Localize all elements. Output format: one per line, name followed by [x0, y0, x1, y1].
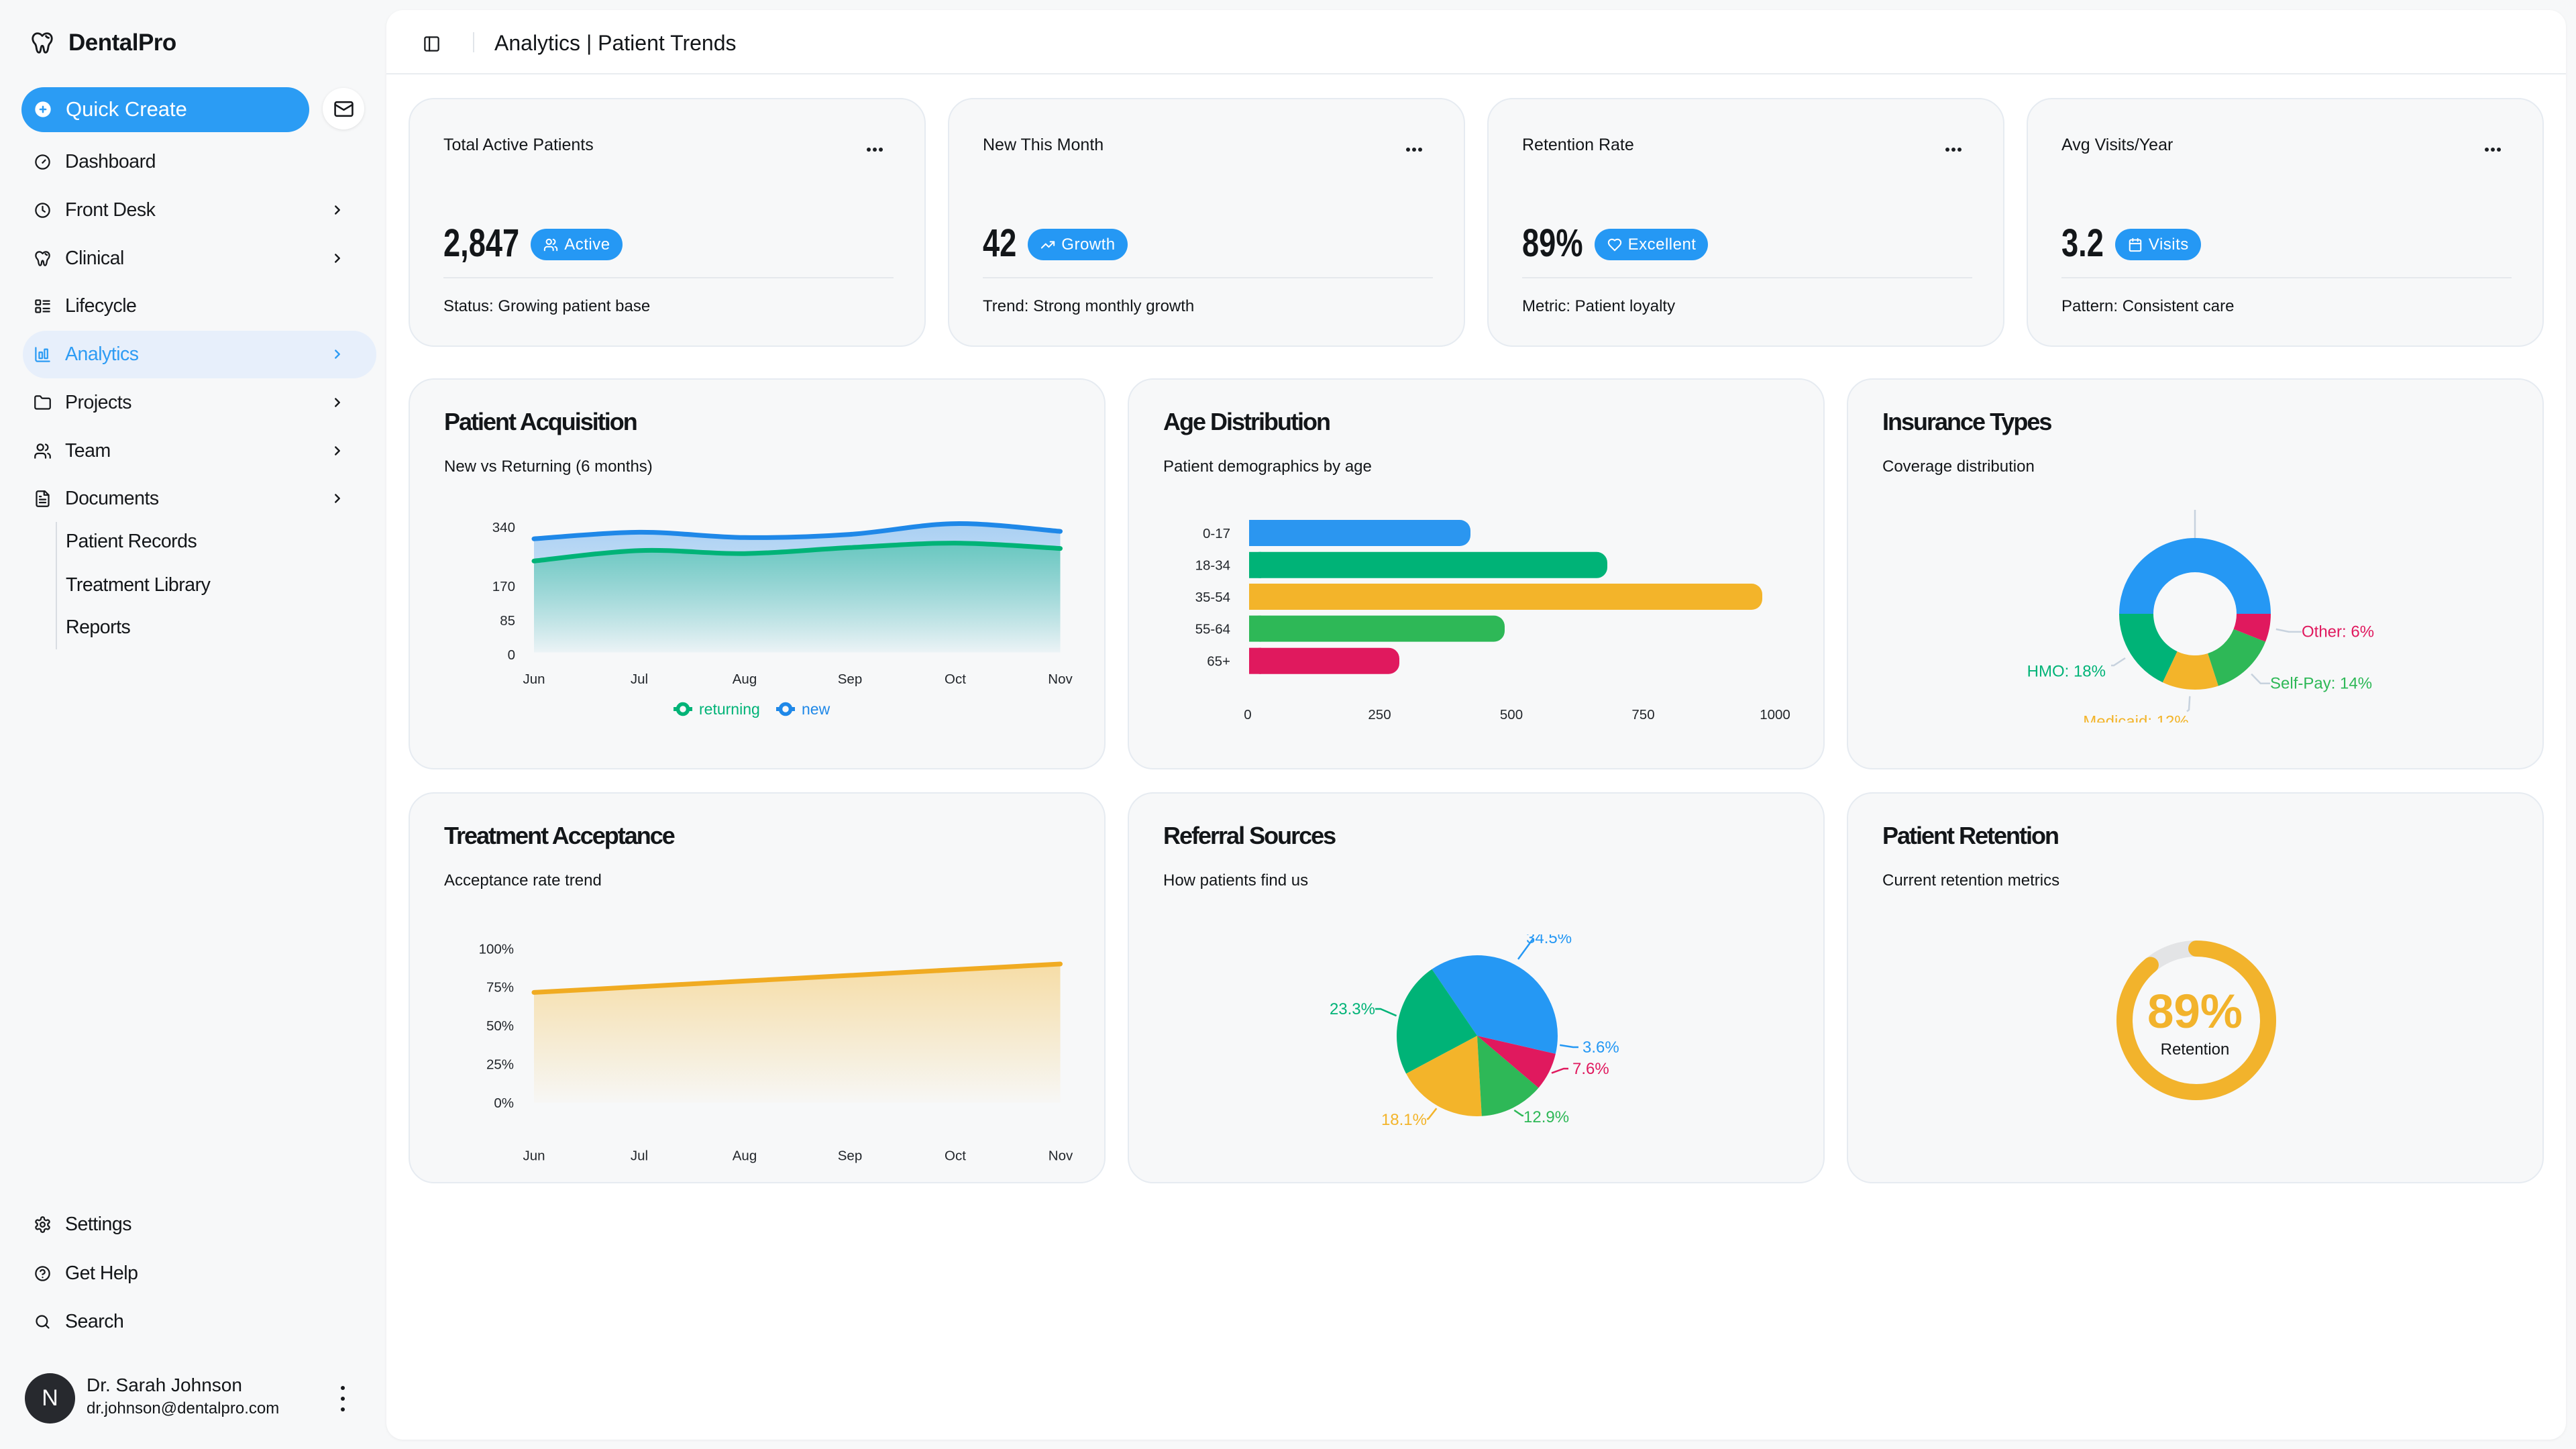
svg-text:Retention: Retention [2161, 1040, 2230, 1059]
svg-text:0: 0 [508, 647, 515, 663]
svg-text:18.1%: 18.1% [1381, 1111, 1427, 1129]
svg-text:75%: 75% [486, 980, 514, 996]
svg-text:170: 170 [492, 579, 515, 594]
svg-text:returning: returning [699, 700, 760, 718]
svg-text:500: 500 [1500, 706, 1523, 722]
svg-text:100%: 100% [479, 941, 514, 957]
svg-text:55-64: 55-64 [1195, 621, 1230, 637]
svg-text:Jun: Jun [523, 672, 545, 687]
svg-text:new: new [802, 700, 830, 718]
svg-text:340: 340 [492, 520, 515, 535]
svg-text:12.9%: 12.9% [1523, 1108, 1569, 1126]
svg-text:3.6%: 3.6% [1582, 1038, 1619, 1057]
svg-text:Aug: Aug [733, 1148, 757, 1163]
svg-text:34.5%: 34.5% [1526, 934, 1572, 947]
svg-text:7.6%: 7.6% [1572, 1060, 1609, 1078]
svg-text:Other: 6%: Other: 6% [2302, 623, 2374, 641]
svg-text:25%: 25% [486, 1057, 514, 1073]
svg-text:Nov: Nov [1048, 672, 1073, 687]
svg-text:0%: 0% [494, 1095, 514, 1111]
svg-text:Oct: Oct [945, 672, 966, 687]
svg-text:65+: 65+ [1207, 653, 1230, 669]
svg-text:Self-Pay: 14%: Self-Pay: 14% [2270, 675, 2372, 693]
svg-text:35-54: 35-54 [1195, 589, 1230, 604]
svg-text:89%: 89% [2147, 985, 2243, 1038]
svg-text:Aug: Aug [733, 672, 757, 687]
svg-text:Jul: Jul [631, 672, 648, 687]
svg-text:85: 85 [500, 613, 515, 629]
svg-text:0: 0 [1244, 706, 1251, 722]
svg-text:23.3%: 23.3% [1330, 1000, 1375, 1018]
svg-text:Medicaid: 12%: Medicaid: 12% [2083, 713, 2188, 723]
svg-text:250: 250 [1368, 706, 1391, 722]
svg-text:Sep: Sep [838, 1148, 862, 1163]
svg-text:Jul: Jul [631, 1148, 648, 1163]
svg-text:Jun: Jun [523, 1148, 545, 1163]
svg-text:HMO: 18%: HMO: 18% [2027, 663, 2106, 681]
svg-text:18-34: 18-34 [1195, 557, 1230, 573]
svg-text:50%: 50% [486, 1018, 514, 1034]
svg-text:Nov: Nov [1049, 1148, 1073, 1163]
svg-text:750: 750 [1631, 706, 1654, 722]
svg-text:Oct: Oct [945, 1148, 966, 1163]
svg-text:0-17: 0-17 [1203, 525, 1230, 541]
svg-text:1000: 1000 [1760, 706, 1790, 722]
svg-text:Sep: Sep [838, 672, 862, 687]
